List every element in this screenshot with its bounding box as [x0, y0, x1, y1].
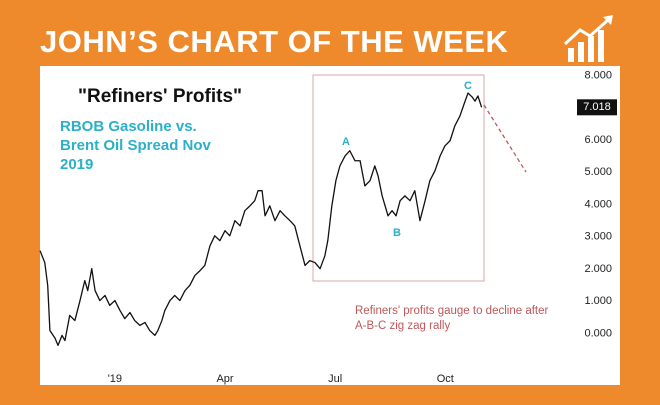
- chart-subtitle: RBOB Gasoline vs. Brent Oil Spread Nov 2…: [60, 118, 211, 173]
- x-tick-label: '19: [108, 373, 122, 385]
- x-tick-label: Jul: [328, 373, 342, 385]
- x-tick-label: Apr: [216, 373, 233, 385]
- y-tick-label: 6.000: [584, 134, 612, 146]
- chart-title: "Refiners' Profits": [78, 86, 243, 107]
- y-tick-label: 1.000: [584, 295, 612, 307]
- y-tick-label: 8.000: [584, 70, 612, 82]
- y-tick-label: 3.000: [584, 231, 612, 243]
- wave-label: B: [393, 227, 401, 239]
- y-tick-label: 0.000: [584, 327, 612, 339]
- y-tick-label: 5.000: [584, 166, 612, 178]
- y-tick-label: 2.000: [584, 263, 612, 275]
- trend-icon: [563, 15, 613, 62]
- pattern-box: [312, 74, 485, 282]
- last-value-box: [577, 99, 617, 116]
- x-tick-label: Oct: [437, 373, 454, 385]
- annotation-note: Refiners' profits gauge to decline after…: [355, 305, 549, 332]
- data-line: [39, 92, 483, 347]
- header-title: JOHN’S CHART OF THE WEEK: [40, 24, 509, 59]
- y-tick-label: 4.000: [584, 198, 612, 210]
- last-value-label: 7.018: [583, 101, 611, 113]
- projection-line: [483, 104, 527, 173]
- wave-label: A: [342, 136, 350, 148]
- wave-label: C: [464, 80, 472, 92]
